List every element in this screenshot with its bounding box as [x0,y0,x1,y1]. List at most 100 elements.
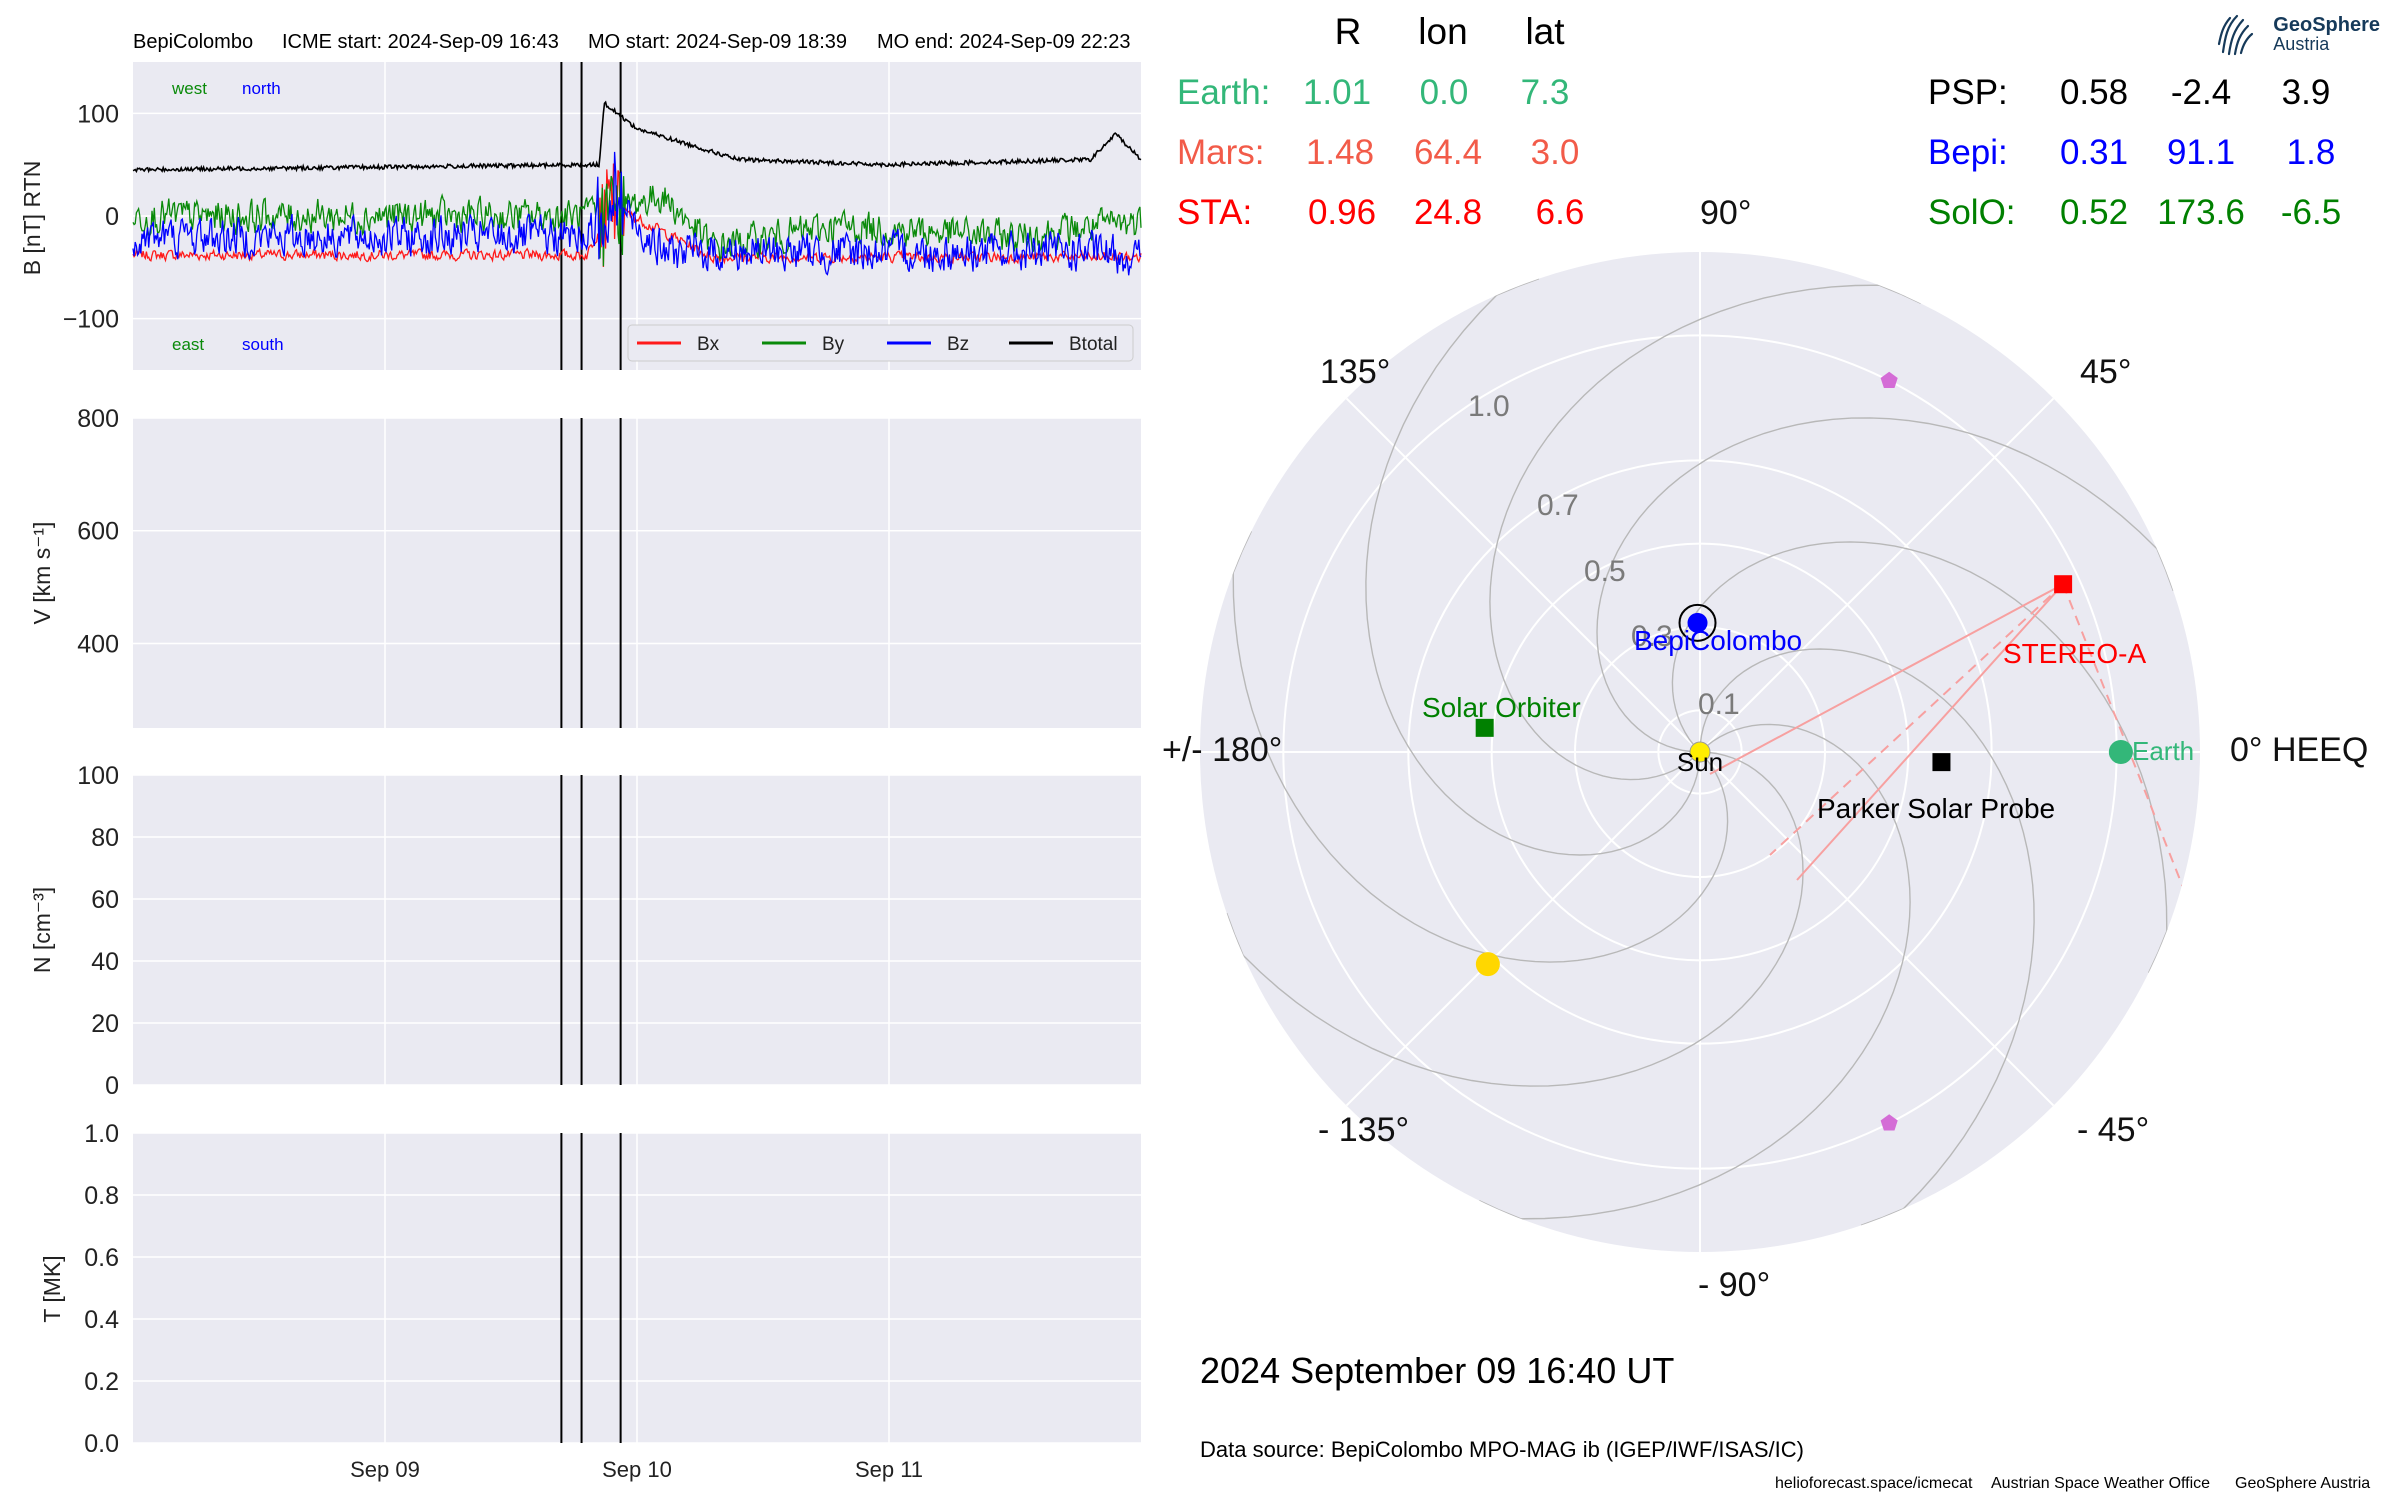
table-header-lat: lat [1525,11,1565,52]
x-tick-label: Sep 09 [350,1457,420,1482]
stereo-fov-line [1796,583,2064,881]
series-line-bx [132,163,1142,268]
x-tick-label: Sep 10 [602,1457,672,1482]
series-line-btotal [132,100,1142,174]
parker-spiral [1489,284,1922,781]
y-tick-label: 0 [105,1072,119,1100]
table-row-earth: Earth: 1.01 0.0 7.3 [1177,73,1569,112]
row-name: STA: [1177,193,1252,232]
y-tick-label: 100 [77,100,119,128]
geosphere-logo: GeoSphere Austria [2215,8,2380,60]
timeseries-panel-0: 100 0 −100 [63,62,1141,370]
angular-gridline [1699,751,2055,1107]
angular-gridline [1345,751,1701,1107]
row-r: 0.31 [2060,133,2128,172]
table-row-solo: SolO: 0.52 173.6 -6.5 [1928,193,2341,232]
table-header-r: R [1335,11,1362,52]
body-marker-stereo-a [2054,575,2073,594]
legend-label-bz: Bz [947,334,969,355]
radial-label-0.5: 0.5 [1584,555,1626,588]
row-r: 0.96 [1308,193,1376,232]
body-marker-marker [1475,952,1500,977]
row-lon: 64.4 [1414,133,1482,172]
angle-label-90: 90° [1700,194,1751,232]
legend-label-btotal: Btotal [1069,334,1118,355]
radial-label-1.0: 1.0 [1468,390,1510,423]
series-line-by [132,172,1142,267]
table-row-sta: STA: 0.96 24.8 6.6 [1177,193,1584,232]
logo-line2: Austria [2273,34,2330,54]
y-tick-label: 100 [77,762,119,790]
radial-label-0.3: 0.3 [1631,620,1673,653]
y-tick-label: 40 [91,948,119,976]
label-sun: Sun [1677,747,1723,777]
legend-label-by: By [822,334,845,355]
row-r: 0.52 [2060,193,2128,232]
label-earth: Earth [2132,736,2194,766]
stereo-fov-line [1709,583,2064,775]
annotation-south: south [242,335,284,354]
header-icme-start: ICME start: 2024-Sep-09 16:43 [282,31,559,53]
row-lat: -6.5 [2281,193,2341,232]
timeseries-panel-2: 100 80 60 40 20 0 [77,762,1141,1100]
ylabel-v: V [km s⁻¹] [29,522,55,625]
angle-label-neg90: - 90° [1698,1266,1770,1304]
row-lat: 7.3 [1521,73,1570,112]
legend-box [627,324,1134,362]
y-tick-label: 80 [91,824,119,852]
row-lat: 1.8 [2287,133,2336,172]
row-lon: -2.4 [2171,73,2231,112]
ylabel-t: T [MK] [39,1255,65,1322]
angular-gridline [1345,397,1701,753]
label-bepicolombo: BepiColombo [1634,625,1802,656]
legend-label-bx: Bx [697,334,720,355]
radial-label-0.1: 0.1 [1698,688,1740,721]
row-r: 0.58 [2060,73,2128,112]
y-tick-label: 0.8 [84,1182,119,1210]
radial-label-0.7: 0.7 [1537,489,1579,522]
y-tick-label: 0.6 [84,1244,119,1272]
angle-label-180: +/- 180° [1162,731,1282,769]
b-legend: Bx By Bz Btotal [627,324,1134,362]
row-name: Mars: [1177,133,1265,172]
bepicolombo-ring [1678,603,1717,642]
y-tick-label: 0.0 [84,1430,119,1458]
series-line-bz [132,151,1142,276]
row-r: 1.48 [1306,133,1374,172]
row-lon: 24.8 [1414,193,1482,232]
label-psp: Parker Solar Probe [1817,793,2055,824]
parker-spiral [1478,723,1911,1220]
row-name: Earth: [1177,73,1270,112]
y-tick-label: 1.0 [84,1120,119,1148]
table-row-psp: PSP: 0.58 -2.4 3.9 [1928,73,2330,112]
angle-label-135: 135° [1320,353,1390,391]
body-marker-earth [2108,740,2133,764]
row-r: 1.01 [1303,73,1371,112]
row-lon: 173.6 [2157,193,2245,232]
y-tick-label: 60 [91,886,119,914]
y-tick-label: 800 [77,405,119,433]
footer-credit-catalog: helioforecast.space/icmecat [1775,1475,1973,1492]
angular-gridline [1699,397,2055,753]
header-mo-start: MO start: 2024-Sep-09 18:39 [588,31,847,53]
timeseries-panel-3: 1.0 0.8 0.6 0.4 0.2 0.0 Sep 09 Sep 10 Sep 11 [84,1120,1141,1482]
body-marker-pentagon [1880,371,1898,388]
annotation-west: west [171,79,207,98]
polar-inner [1200,252,2200,1252]
geosphere-logo-text: GeoSphere Austria [2273,15,2380,53]
row-name: PSP: [1928,73,2008,112]
annotation-east: east [172,335,204,354]
y-tick-label: 400 [77,630,119,658]
y-tick-label: −100 [63,306,119,334]
row-lon: 91.1 [2167,133,2235,172]
label-solar-orbiter: Solar Orbiter [1422,692,1581,723]
row-name: SolO: [1928,193,2016,232]
angle-label-neg135: - 135° [1318,1111,1409,1149]
table-row-mars: Mars: 1.48 64.4 3.0 [1177,133,1579,172]
y-tick-label: 20 [91,1010,119,1038]
body-marker-bepicolombo [1687,612,1708,633]
polar-plot [1200,252,2200,1252]
x-tick-label: Sep 11 [855,1457,923,1482]
row-lat: 3.9 [2282,73,2331,112]
parker-spiral [1596,417,2174,753]
